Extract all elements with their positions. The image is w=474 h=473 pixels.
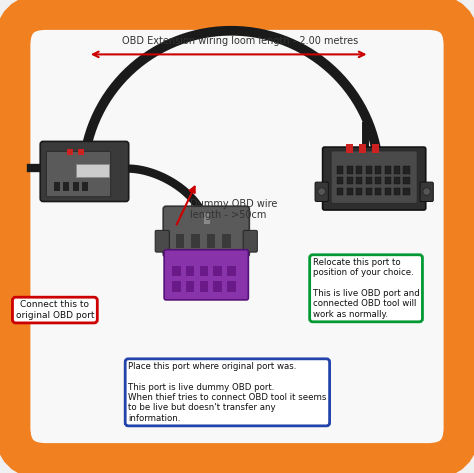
Bar (186, 281, 194, 292)
Bar (337, 188, 344, 195)
Text: Connect this to
original OBD port: Connect this to original OBD port (16, 300, 94, 320)
Bar (337, 177, 344, 184)
Bar (375, 166, 381, 174)
Bar (200, 266, 208, 276)
Text: Dummy OBD wire
length - >50cm: Dummy OBD wire length - >50cm (190, 199, 277, 220)
Bar (384, 166, 391, 174)
Bar (347, 166, 353, 174)
FancyBboxPatch shape (46, 151, 111, 197)
Bar (172, 281, 181, 292)
Bar (73, 182, 79, 191)
Bar (203, 212, 210, 224)
Bar (394, 166, 400, 174)
Bar (356, 188, 362, 195)
Bar (375, 177, 381, 184)
Bar (207, 234, 215, 248)
Bar (394, 177, 400, 184)
FancyBboxPatch shape (420, 182, 433, 201)
Bar (356, 177, 362, 184)
Bar (213, 266, 222, 276)
Bar (227, 266, 236, 276)
Bar (394, 188, 400, 195)
FancyBboxPatch shape (331, 151, 417, 203)
FancyBboxPatch shape (315, 182, 328, 201)
FancyBboxPatch shape (243, 230, 257, 252)
Bar (384, 177, 391, 184)
Bar (365, 188, 372, 195)
FancyBboxPatch shape (12, 12, 462, 461)
FancyBboxPatch shape (164, 250, 248, 300)
Bar (191, 234, 200, 248)
Bar (347, 188, 353, 195)
Bar (365, 177, 372, 184)
Bar (82, 182, 88, 191)
Bar (403, 166, 410, 174)
Bar (337, 166, 344, 174)
Bar (213, 281, 222, 292)
Bar (375, 188, 381, 195)
Bar (372, 144, 379, 153)
Circle shape (423, 188, 430, 195)
Bar (359, 144, 366, 153)
Bar (347, 177, 353, 184)
FancyBboxPatch shape (155, 230, 169, 252)
FancyBboxPatch shape (163, 206, 249, 257)
Bar (186, 266, 194, 276)
FancyBboxPatch shape (323, 147, 426, 210)
Bar (172, 266, 181, 276)
FancyBboxPatch shape (40, 141, 128, 201)
Bar (346, 144, 353, 153)
Text: Place this port where original port was.

This port is live dummy OBD port.
When: Place this port where original port was.… (128, 362, 327, 423)
Bar (175, 234, 184, 248)
Bar (227, 281, 236, 292)
Bar (54, 182, 60, 191)
Bar (200, 281, 208, 292)
Bar (67, 149, 73, 155)
Circle shape (318, 188, 326, 195)
Bar (64, 182, 69, 191)
Bar (403, 177, 410, 184)
Bar (384, 188, 391, 195)
Bar (76, 164, 109, 177)
Text: Relocate this port to
position of your choice.

This is live OBD port and
connec: Relocate this port to position of your c… (313, 258, 419, 319)
Bar (403, 188, 410, 195)
Text: OBD Extension wiring loom length - 2.00 metres: OBD Extension wiring loom length - 2.00 … (122, 36, 359, 46)
Bar (365, 166, 372, 174)
Bar (78, 149, 84, 155)
Bar (356, 166, 362, 174)
Bar (222, 234, 231, 248)
